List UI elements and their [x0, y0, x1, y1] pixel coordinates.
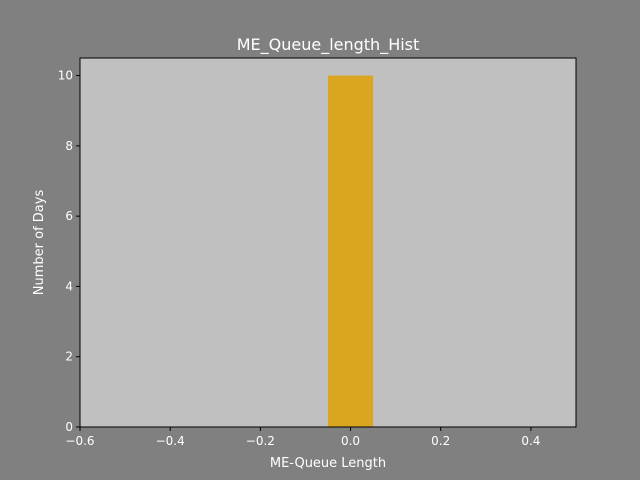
- y-tick-label: 8: [65, 139, 73, 153]
- x-tick-label: −0.4: [156, 434, 185, 448]
- y-axis-label: Number of Days: [32, 190, 47, 296]
- histogram-bar-0: [328, 75, 374, 428]
- y-tick-label: 2: [65, 350, 73, 364]
- y-tick-label: 0: [65, 420, 73, 434]
- y-tick-label: 4: [65, 279, 73, 293]
- x-tick-label: 0.4: [521, 434, 540, 448]
- y-tick-label: 6: [65, 209, 73, 223]
- bars-group: [328, 75, 374, 428]
- x-tick-label: 0.2: [431, 434, 450, 448]
- y-axis-ticks: 0 2 4 6 8 10: [58, 69, 80, 434]
- x-tick-label: −0.2: [246, 434, 275, 448]
- x-axis-ticks: −0.6 −0.4 −0.2 0.0 0.2 0.4: [65, 427, 540, 448]
- x-tick-label: 0.0: [341, 434, 360, 448]
- x-tick-label: −0.6: [65, 434, 94, 448]
- plot-frame: [79, 57, 577, 428]
- x-axis-label: ME-Queue Length: [270, 456, 386, 471]
- chart-title: ME_Queue_length_Hist: [237, 35, 420, 55]
- y-tick-label: 10: [58, 69, 73, 83]
